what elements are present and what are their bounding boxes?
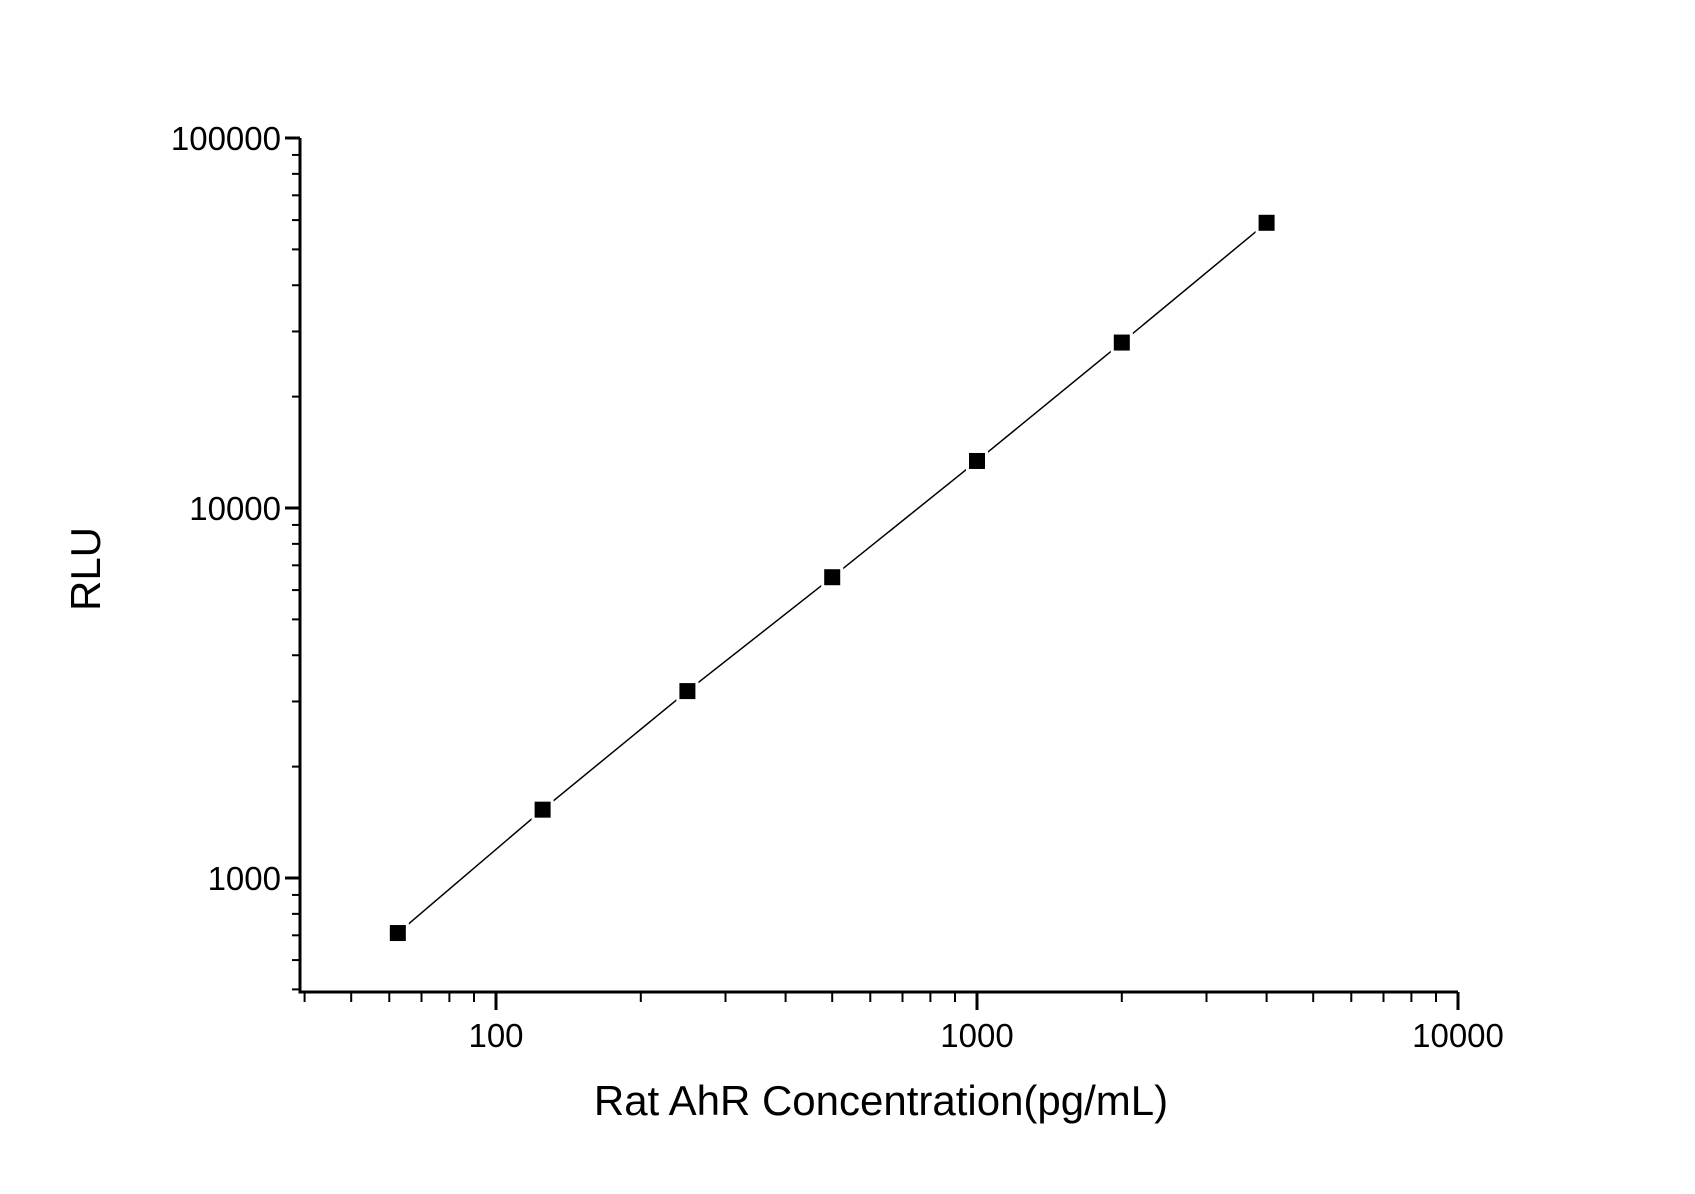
data-point-marker — [1113, 334, 1130, 351]
x-tick-label: 100 — [468, 1017, 523, 1054]
data-point-marker — [824, 569, 841, 586]
data-point-marker — [679, 683, 696, 700]
axis-spines — [298, 138, 1458, 994]
data-point-marker — [534, 801, 551, 818]
axis-ticks — [285, 136, 1460, 1010]
data-point-marker — [1258, 214, 1275, 231]
data-series — [386, 211, 1278, 945]
x-tick-label: 1000 — [940, 1017, 1013, 1054]
y-tick-label: 100000 — [171, 120, 281, 157]
axis-tick-labels: 100 1000 10000 1000 10000 100000 — [171, 120, 1504, 1054]
x-axis-title: Rat AhR Concentration(pg/mL) — [594, 1077, 1168, 1124]
data-point-marker — [969, 452, 985, 469]
y-axis-title: RLU — [62, 527, 109, 611]
y-tick-label: 10000 — [189, 490, 281, 527]
y-tick-label: 1000 — [208, 860, 281, 897]
axes — [298, 138, 1458, 994]
data-point-marker — [389, 925, 406, 942]
x-tick-label: 10000 — [1412, 1017, 1504, 1054]
